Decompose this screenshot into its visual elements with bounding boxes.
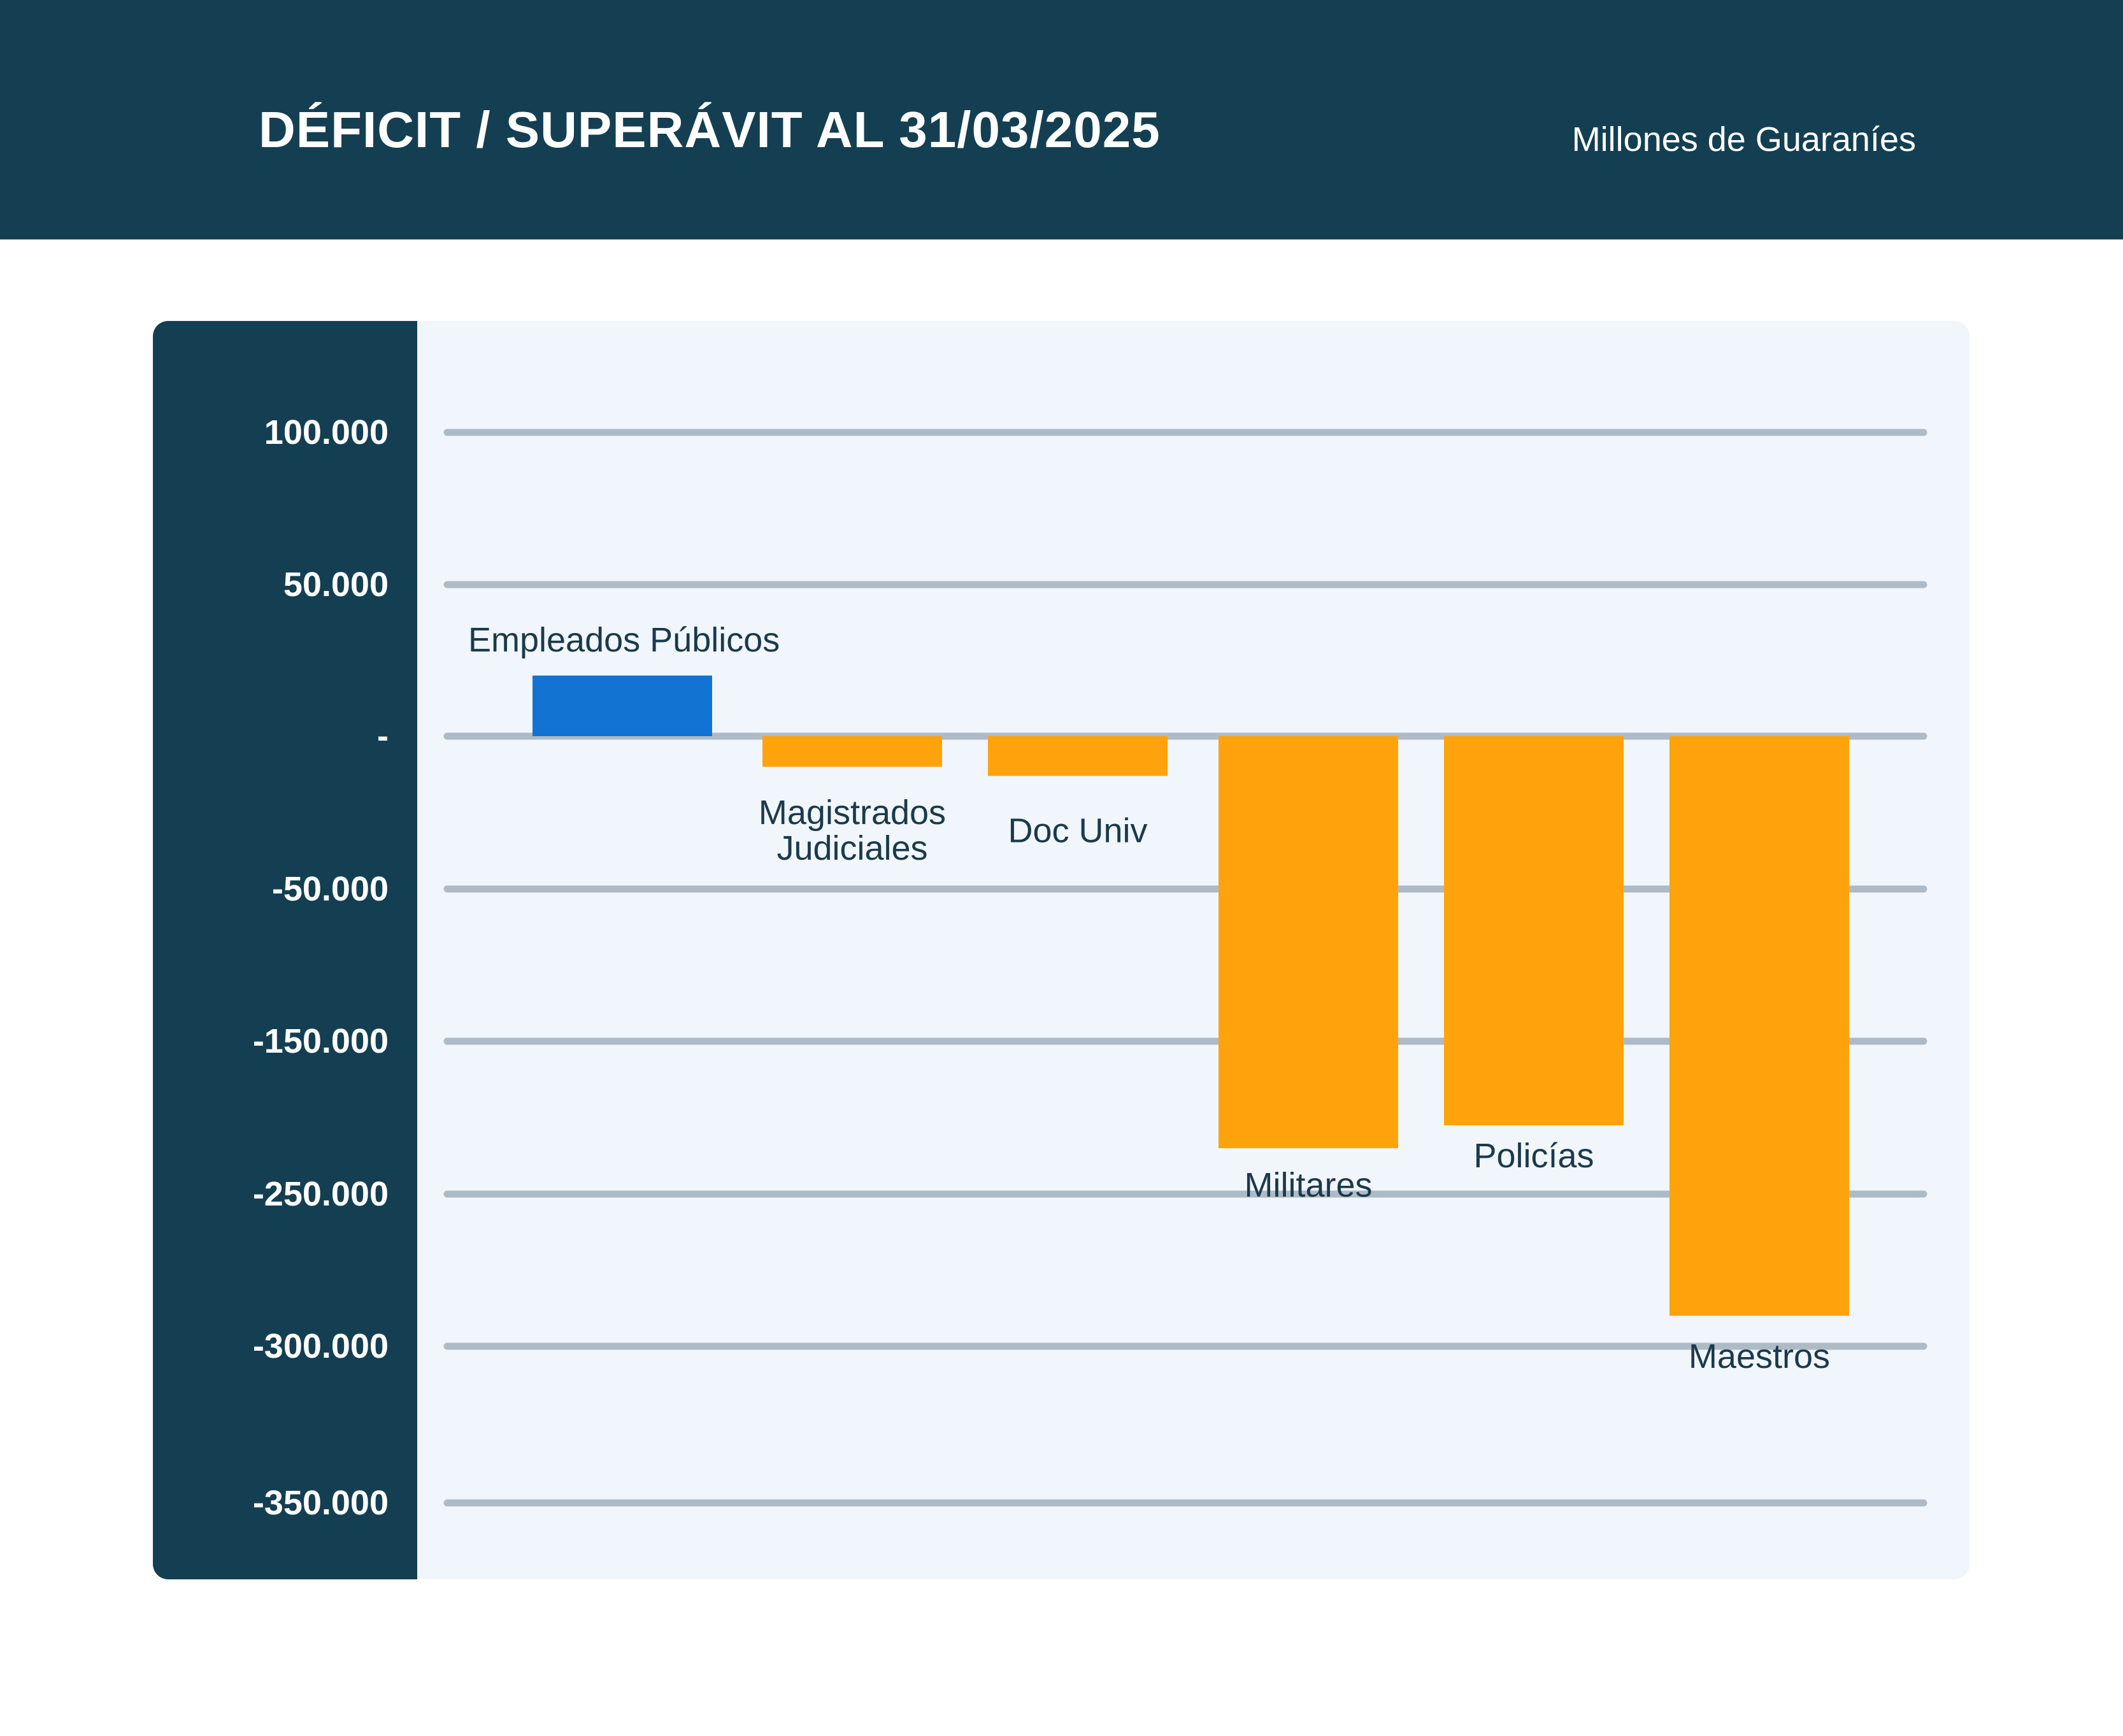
bar bbox=[1444, 736, 1624, 1125]
chart-title: DÉFICIT / SUPERÁVIT AL 31/03/2025 bbox=[259, 101, 1161, 158]
chart-panel: 100.000 50.000 - -50.000 -150.000 -250.000 -30… bbox=[153, 321, 1969, 1579]
bar bbox=[988, 736, 1168, 776]
category-label: Militares bbox=[1244, 1166, 1372, 1204]
bar bbox=[762, 736, 942, 767]
header-bar: DÉFICIT / SUPERÁVIT AL 31/03/2025 Millon… bbox=[0, 0, 2123, 239]
y-tick-label: 50.000 bbox=[283, 566, 389, 604]
y-tick-label: -250.000 bbox=[253, 1175, 389, 1213]
y-tick-label: -350.000 bbox=[253, 1484, 389, 1522]
category-label: Maestros bbox=[1689, 1337, 1830, 1376]
category-label: Policías bbox=[1473, 1137, 1594, 1175]
category-label: Doc Univ bbox=[1008, 811, 1147, 850]
bar bbox=[1669, 736, 1849, 1316]
y-tick-label: -50.000 bbox=[272, 870, 389, 908]
bar-chart: 100.000 50.000 - -50.000 -150.000 -250.000 -30… bbox=[253, 413, 1927, 1522]
y-tick-label: - bbox=[377, 717, 389, 755]
y-tick-label: 100.000 bbox=[264, 413, 389, 452]
y-axis-column bbox=[153, 321, 417, 1579]
y-tick-label: -300.000 bbox=[253, 1327, 389, 1365]
category-label: Judiciales bbox=[776, 829, 927, 867]
y-tick-label: -150.000 bbox=[253, 1022, 389, 1060]
bar bbox=[533, 675, 712, 736]
bar bbox=[1219, 736, 1398, 1148]
category-label: Magistrados bbox=[759, 793, 946, 832]
category-label: Empleados Públicos bbox=[468, 621, 780, 659]
unit-label: Millones de Guaraníes bbox=[1571, 120, 1916, 159]
